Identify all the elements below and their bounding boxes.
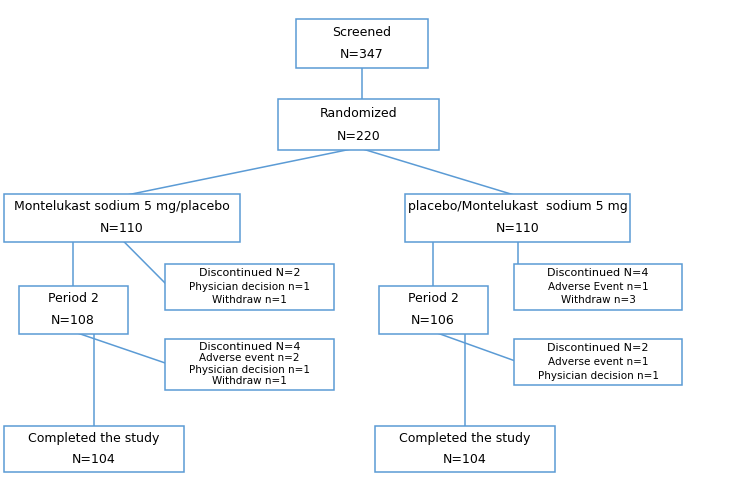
FancyBboxPatch shape — [165, 339, 334, 390]
FancyBboxPatch shape — [4, 426, 184, 472]
Text: N=104: N=104 — [72, 453, 116, 466]
FancyBboxPatch shape — [19, 286, 128, 334]
Text: Physician decision n=1: Physician decision n=1 — [189, 365, 310, 375]
Text: Adverse event n=2: Adverse event n=2 — [200, 353, 299, 363]
FancyBboxPatch shape — [514, 339, 682, 385]
Text: Physician decision n=1: Physician decision n=1 — [538, 371, 658, 380]
FancyBboxPatch shape — [375, 426, 555, 472]
FancyBboxPatch shape — [165, 264, 334, 310]
Text: N=104: N=104 — [443, 453, 487, 466]
Text: Discontinued N=2: Discontinued N=2 — [199, 268, 300, 278]
Text: Completed the study: Completed the study — [28, 432, 160, 445]
Text: Period 2: Period 2 — [48, 292, 98, 305]
FancyBboxPatch shape — [379, 286, 488, 334]
Text: N=347: N=347 — [340, 48, 384, 61]
Text: Adverse event n=1: Adverse event n=1 — [548, 357, 648, 367]
Text: Discontinued N=4: Discontinued N=4 — [199, 342, 300, 352]
Text: N=110: N=110 — [100, 222, 144, 235]
Text: Screened: Screened — [332, 26, 392, 39]
FancyBboxPatch shape — [405, 194, 630, 242]
Text: Montelukast sodium 5 mg/placebo: Montelukast sodium 5 mg/placebo — [14, 200, 229, 213]
Text: Withdraw n=3: Withdraw n=3 — [561, 296, 635, 305]
Text: N=220: N=220 — [336, 130, 380, 143]
Text: N=108: N=108 — [51, 314, 95, 327]
Text: Completed the study: Completed the study — [399, 432, 531, 445]
Text: Period 2: Period 2 — [408, 292, 458, 305]
Text: Physician decision n=1: Physician decision n=1 — [189, 282, 310, 292]
Text: Withdraw n=1: Withdraw n=1 — [212, 377, 286, 386]
Text: N=110: N=110 — [496, 222, 539, 235]
Text: Adverse Event n=1: Adverse Event n=1 — [548, 282, 649, 292]
FancyBboxPatch shape — [278, 99, 439, 150]
Text: N=106: N=106 — [411, 314, 455, 327]
FancyBboxPatch shape — [4, 194, 240, 242]
FancyBboxPatch shape — [514, 264, 682, 310]
Text: Discontinued N=4: Discontinued N=4 — [548, 268, 649, 278]
Text: Withdraw n=1: Withdraw n=1 — [212, 296, 286, 305]
Text: Discontinued N=2: Discontinued N=2 — [548, 343, 649, 353]
FancyBboxPatch shape — [296, 19, 427, 68]
Text: placebo/Montelukast  sodium 5 mg: placebo/Montelukast sodium 5 mg — [408, 200, 627, 213]
Text: Randomized: Randomized — [320, 106, 397, 120]
